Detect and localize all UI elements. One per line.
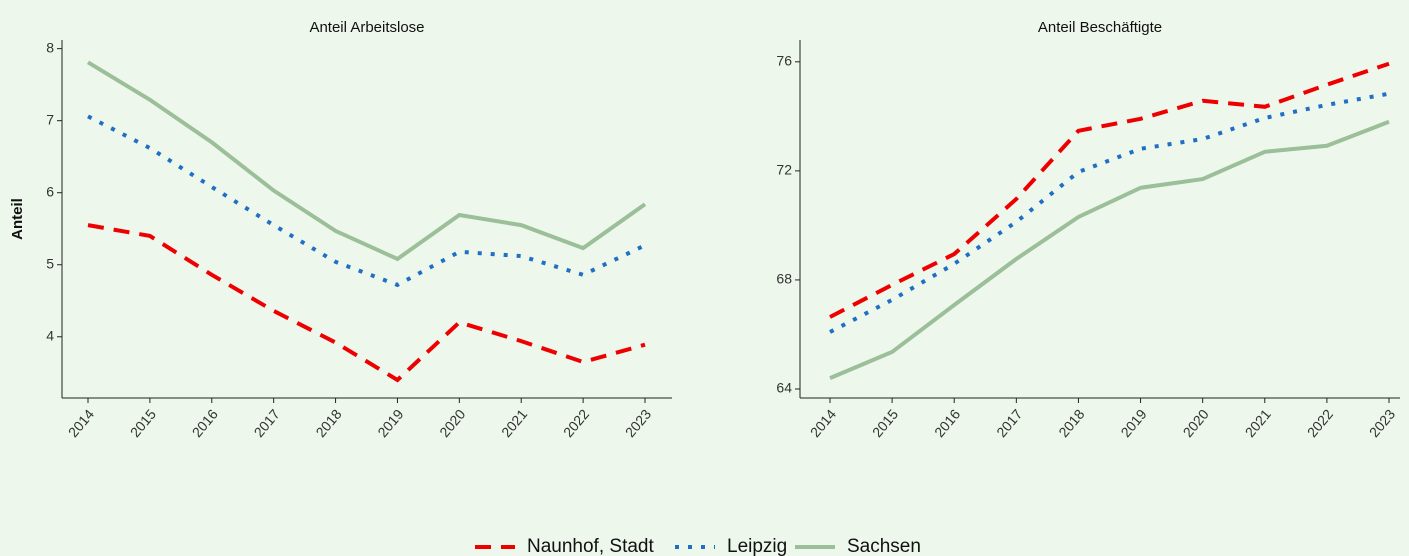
x-tick-label: 2022 [560, 406, 592, 440]
y-tick-label: 5 [46, 255, 54, 271]
y-tick-label: 6 [46, 183, 54, 199]
data-line [86, 60, 647, 262]
x-tick-label: 2023 [1366, 406, 1398, 440]
y-tick-label: 8 [46, 39, 54, 55]
x-tick-label: 2019 [374, 406, 406, 440]
y-tick-label: 72 [776, 162, 792, 178]
x-tick-label: 2023 [622, 406, 654, 440]
x-tick-label: 2017 [993, 406, 1025, 440]
y-tick-label: 64 [776, 380, 792, 396]
panel-title: Anteil Arbeitslose [309, 19, 424, 36]
y-tick-label: 76 [776, 53, 792, 69]
x-tick-label: 2018 [312, 406, 344, 440]
x-tick-label: 2017 [251, 406, 283, 440]
data-line [87, 223, 646, 383]
y-tick-label: 68 [776, 271, 792, 287]
legend: Naunhof, Stadt Leipzig Sachsen [475, 536, 921, 556]
data-line [829, 119, 1390, 380]
x-tick-label: 2022 [1304, 406, 1336, 440]
x-tick-label: 2018 [1055, 406, 1087, 440]
data-line [87, 114, 646, 288]
y-tick-label: 7 [46, 111, 54, 127]
legend-label: Naunhof, Stadt [527, 536, 654, 556]
y-axis-label: Anteil [9, 198, 26, 240]
x-tick-label: 2019 [1117, 406, 1149, 440]
x-tick-label: 2021 [498, 406, 530, 440]
data-line [829, 91, 1390, 334]
x-tick-label: 2014 [65, 406, 97, 440]
data-line [829, 61, 1390, 319]
x-tick-label: 2016 [931, 406, 963, 440]
x-tick-label: 2015 [127, 406, 159, 440]
x-tick-label: 2020 [1180, 406, 1212, 440]
x-tick-label: 2014 [807, 406, 839, 440]
y-tick-label: 4 [46, 327, 54, 343]
legend-label: Sachsen [847, 536, 921, 556]
panel-title: Anteil Beschäftigte [1038, 19, 1162, 36]
x-tick-label: 2021 [1242, 406, 1274, 440]
x-tick-label: 2015 [869, 406, 901, 440]
x-tick-label: 2020 [436, 406, 468, 440]
legend-label: Leipzig [727, 536, 787, 556]
x-tick-label: 2016 [189, 406, 221, 440]
